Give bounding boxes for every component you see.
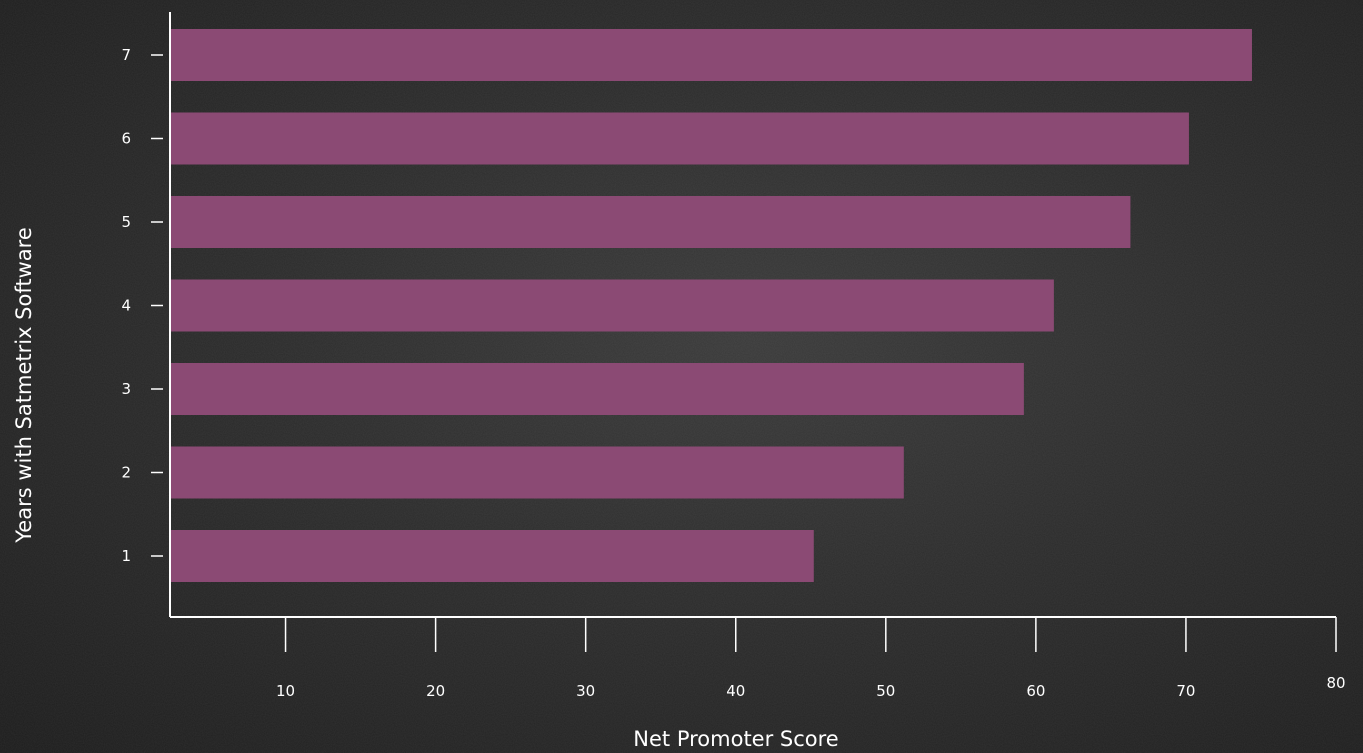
x-tick-label: 80 bbox=[1326, 674, 1345, 692]
x-tick-label: 40 bbox=[726, 682, 745, 700]
x-tick-label: 50 bbox=[876, 682, 895, 700]
bar-6 bbox=[170, 112, 1189, 165]
y-tick-label: 6 bbox=[121, 130, 131, 148]
y-tick-label: 5 bbox=[121, 213, 131, 231]
y-tick-label: 4 bbox=[121, 297, 131, 315]
y-tick-label: 2 bbox=[121, 464, 131, 482]
x-axis: 10 20 30 40 50 60 70 80 bbox=[170, 616, 1346, 700]
bar-7 bbox=[170, 29, 1252, 81]
x-tick-label: 30 bbox=[576, 682, 595, 700]
bar-3 bbox=[170, 363, 1024, 415]
y-tick-label: 1 bbox=[121, 547, 131, 565]
y-tick-label: 3 bbox=[121, 380, 131, 398]
x-axis-title: Net Promoter Score bbox=[633, 727, 838, 751]
bar-1 bbox=[170, 530, 814, 582]
y-axis-title: Years with Satmetrix Software bbox=[12, 227, 36, 544]
x-tick-label: 70 bbox=[1176, 682, 1195, 700]
x-tick-label: 10 bbox=[276, 682, 295, 700]
bar-4 bbox=[170, 279, 1054, 332]
y-axis: 1 2 3 4 5 6 7 bbox=[121, 12, 171, 617]
bars-group bbox=[170, 29, 1252, 582]
bar-2 bbox=[170, 446, 904, 499]
y-tick-label: 7 bbox=[121, 46, 131, 64]
x-tick-label: 60 bbox=[1026, 682, 1045, 700]
bar-5 bbox=[170, 196, 1131, 248]
x-tick-label: 20 bbox=[426, 682, 445, 700]
